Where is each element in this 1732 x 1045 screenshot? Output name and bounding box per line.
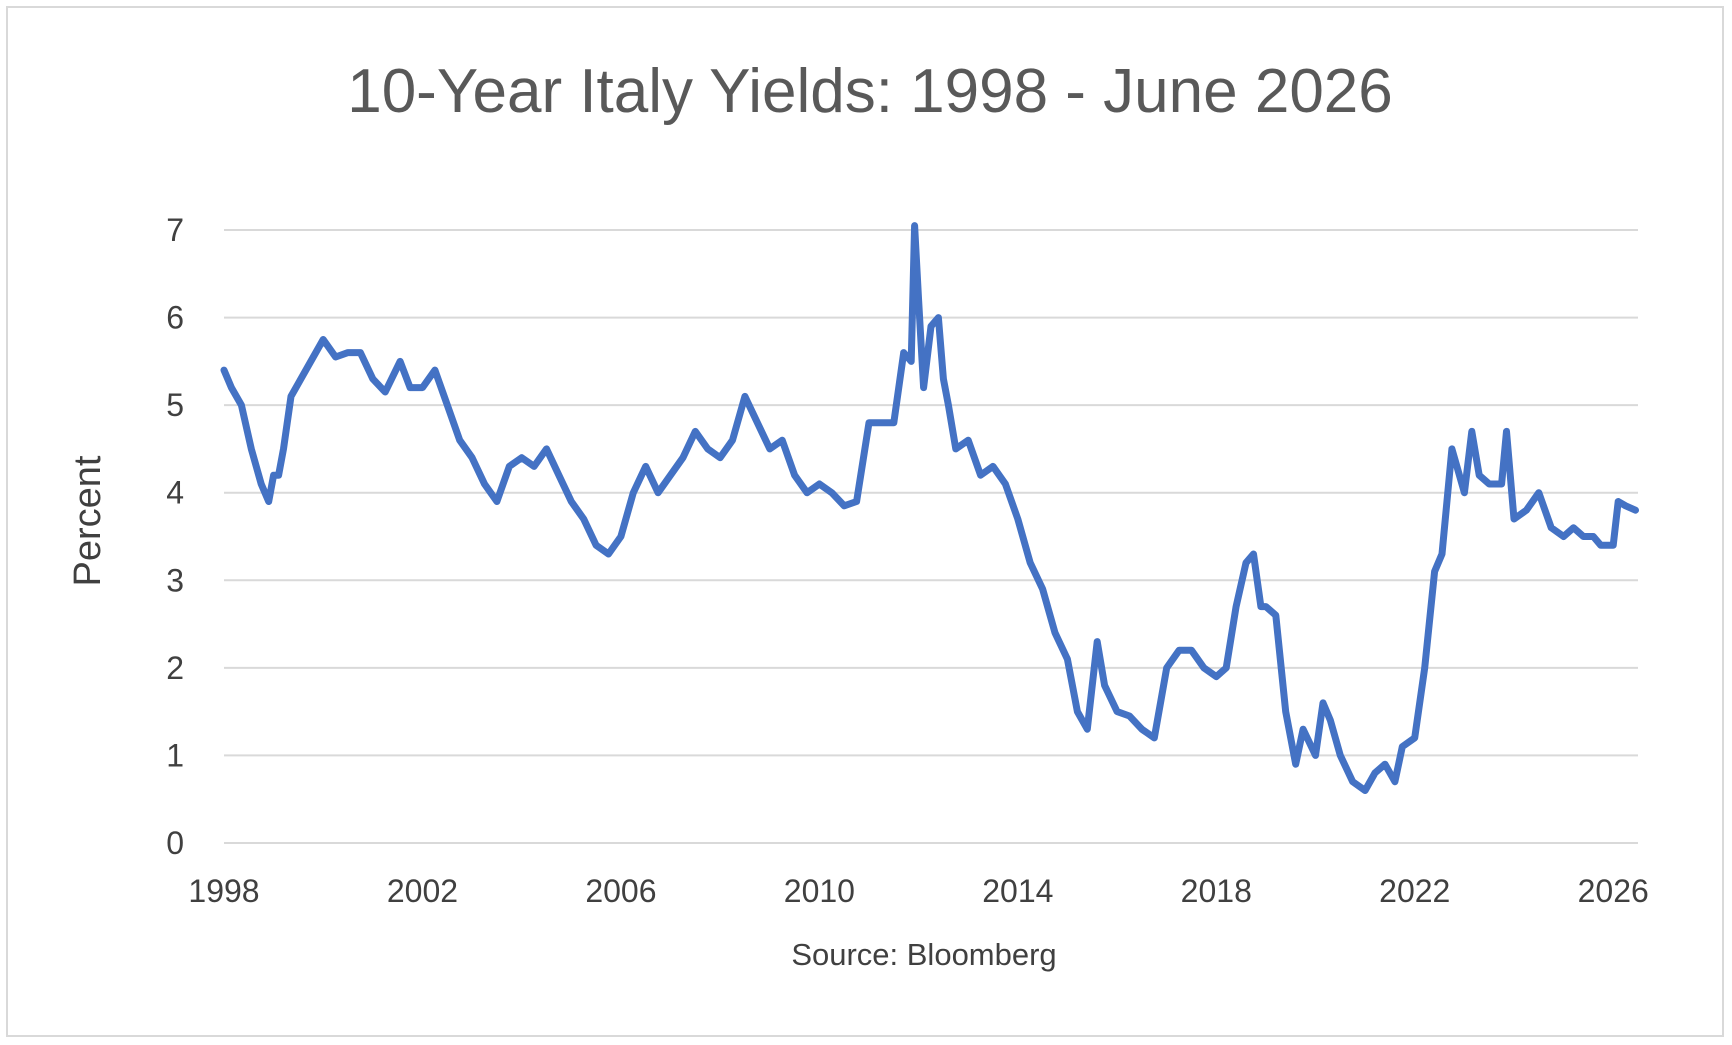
line-chart: 10-Year Italy Yields: 1998 - June 2026 0… (67, 57, 1649, 972)
chart-title: 10-Year Italy Yields: 1998 - June 2026 (347, 57, 1393, 126)
y-tick-label: 4 (166, 475, 184, 511)
series-line-0 (220, 222, 1639, 794)
x-tick-label: 2010 (784, 873, 855, 909)
x-tick-label: 2002 (387, 873, 458, 909)
series-layer (220, 222, 1639, 794)
x-axis-title: Source: Bloomberg (791, 937, 1056, 972)
y-tick-label: 0 (166, 825, 184, 861)
y-tick-label: 3 (166, 562, 184, 598)
chart-frame: 10-Year Italy Yields: 1998 - June 2026 0… (6, 6, 1724, 1037)
y-axis-ticks: 0 1 2 3 4 5 6 7 (166, 212, 184, 861)
gridlines (224, 229, 1638, 844)
x-tick-label: 2018 (1181, 873, 1252, 909)
x-axis-ticks: 1998 2002 2006 2010 2014 2018 2022 2026 (188, 873, 1648, 909)
y-tick-label: 7 (166, 212, 184, 248)
y-tick-label: 6 (166, 300, 184, 336)
y-axis-title: Percent (67, 455, 109, 586)
x-tick-label: 2014 (982, 873, 1053, 909)
x-tick-label: 2022 (1379, 873, 1450, 909)
y-tick-label: 1 (166, 737, 184, 773)
y-tick-label: 2 (166, 650, 184, 686)
x-tick-label: 2006 (585, 873, 656, 909)
y-tick-label: 5 (166, 387, 184, 423)
x-tick-label: 2026 (1578, 873, 1649, 909)
x-tick-label: 1998 (188, 873, 259, 909)
